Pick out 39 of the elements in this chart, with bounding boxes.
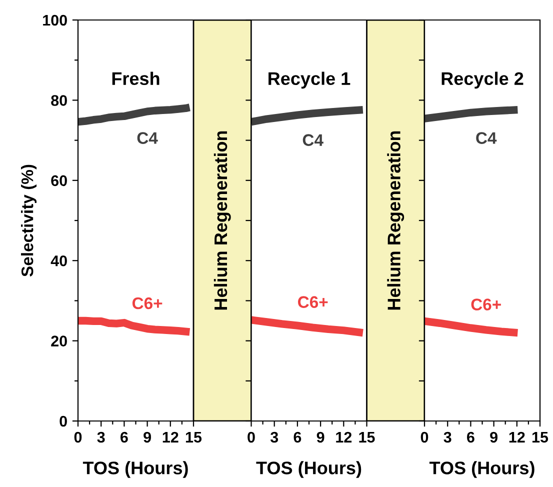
y-tick-label: 0 (60, 416, 67, 427)
x-tick-label: 12 (509, 432, 525, 442)
y-tick-label: 40 (50, 255, 67, 266)
series-label: C6+ (471, 298, 501, 310)
y-tick-label: 20 (51, 336, 67, 346)
series-label: C6+ (132, 297, 162, 310)
x-tick-label: 9 (144, 432, 151, 443)
x-axis-title: TOS (Hours) (82, 461, 188, 478)
x-tick-label: 6 (120, 432, 128, 443)
series-label: C4 (476, 132, 497, 144)
x-tick-label: 3 (444, 432, 452, 443)
x-tick-label: 9 (316, 432, 324, 443)
x-axis-title: TOS (Hours) (256, 461, 362, 478)
x-tick-label: 0 (248, 432, 255, 443)
series-label: C4 (302, 134, 324, 146)
text: Fresh (112, 72, 160, 85)
x-tick-label: 12 (162, 432, 178, 442)
x-tick-label: 15 (186, 432, 202, 443)
x-tick-label: 3 (97, 432, 105, 443)
x-tick-label: 15 (532, 432, 548, 443)
series-label: C6+ (298, 296, 328, 308)
series-label: C4 (137, 132, 158, 144)
y-tick-label: 100 (43, 14, 67, 26)
text: Recycle 1 (268, 72, 350, 89)
text: Recycle 2 (442, 72, 524, 89)
x-tick-label: 0 (420, 432, 428, 443)
x-axis-title: TOS (Hours) (429, 461, 534, 478)
x-tick-label: 6 (294, 432, 302, 443)
x-tick-label: 3 (270, 432, 278, 443)
x-tick-label: 15 (359, 432, 375, 443)
band-label: Helium Regeneration (214, 131, 231, 310)
y-tick-label: 60 (51, 175, 67, 186)
x-tick-label: 6 (467, 432, 474, 443)
x-tick-label: 9 (490, 432, 498, 443)
band-label: Helium Regeneration (387, 131, 404, 310)
y-axis-title: Selectivity (%) (21, 164, 37, 277)
y-tick-label: 80 (51, 95, 67, 106)
x-tick-label: 0 (74, 432, 82, 443)
x-tick-label: 12 (336, 432, 352, 442)
